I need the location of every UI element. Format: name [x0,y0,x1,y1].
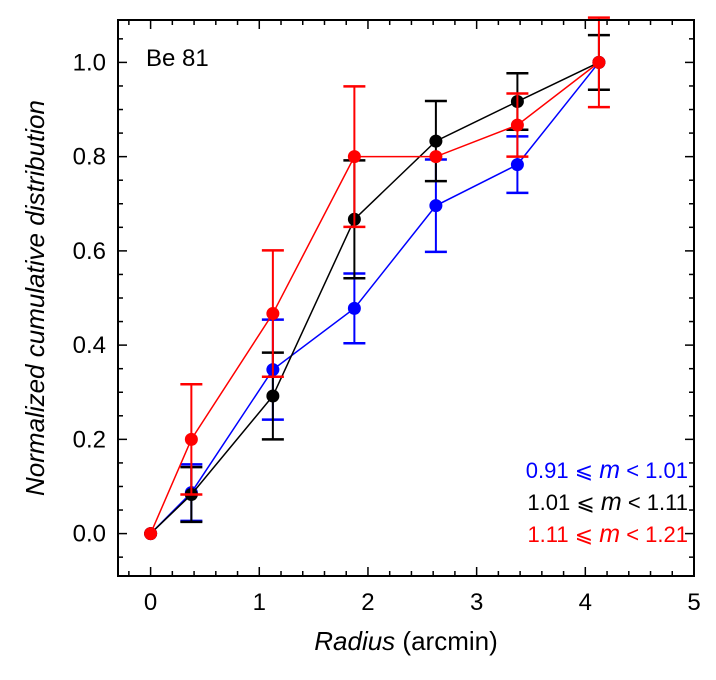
series-3 [144,16,610,541]
plot-frame [117,19,695,577]
data-point [144,527,158,541]
data-point [347,150,361,164]
x-tick-label: 4 [579,589,592,616]
x-axis-title-unit: (arcmin) [395,626,498,656]
legend-range-start: 1.01 ⩽ [527,490,600,515]
legend-range-start: 0.91 ⩽ [526,458,599,483]
legend-variable: m [599,456,620,484]
legend-range-end: < 1.11 [622,490,688,515]
x-axis-title-italic: Radius [314,626,395,656]
legend-entry: 1.11 ⩽ m < 1.21 [527,520,688,548]
x-tick-label: 2 [361,589,374,616]
legend-entry: 0.91 ⩽ m < 1.01 [526,456,688,484]
data-point [429,134,443,148]
y-tick-label: 1.0 [73,49,106,76]
series-layer [144,16,610,541]
legend-entry: 1.01 ⩽ m < 1.11 [527,488,688,516]
y-tick-label: 0.4 [73,332,106,359]
data-point [429,150,443,164]
y-tick-label: 0.8 [73,144,106,171]
y-tick-label: 0.6 [73,238,106,265]
legend-variable: m [599,520,620,548]
tick-labels: 0 1 2 3 4 5 0.0 0.2 0.4 0.6 0.8 1.0 [73,49,701,616]
data-point [184,432,198,446]
data-point [429,199,443,213]
y-tick-label: 0.0 [73,521,106,548]
data-point [347,301,361,315]
data-point [510,158,524,172]
x-tick-label: 1 [253,589,266,616]
legend-range-end: < 1.21 [620,522,688,547]
y-tick-label: 0.2 [73,426,106,453]
data-point [510,118,524,132]
x-tick-label: 0 [144,589,157,616]
legend: 0.91 ⩽ m < 1.01 1.01 ⩽ m < 1.11 1.11 ⩽ m <… [526,456,688,548]
x-axis-title: Radius (arcmin) [314,626,498,656]
legend-variable: m [601,488,622,516]
x-tick-label: 3 [470,589,483,616]
data-point [266,389,280,403]
y-axis-title: Normalized cumulative distribution [20,100,50,496]
legend-range-end: < 1.01 [620,458,688,483]
legend-range-start: 1.11 ⩽ [527,522,599,547]
data-point [592,55,606,69]
cluster-label: Be 81 [146,45,209,72]
data-point [266,307,280,321]
x-tick-label: 5 [687,589,700,616]
